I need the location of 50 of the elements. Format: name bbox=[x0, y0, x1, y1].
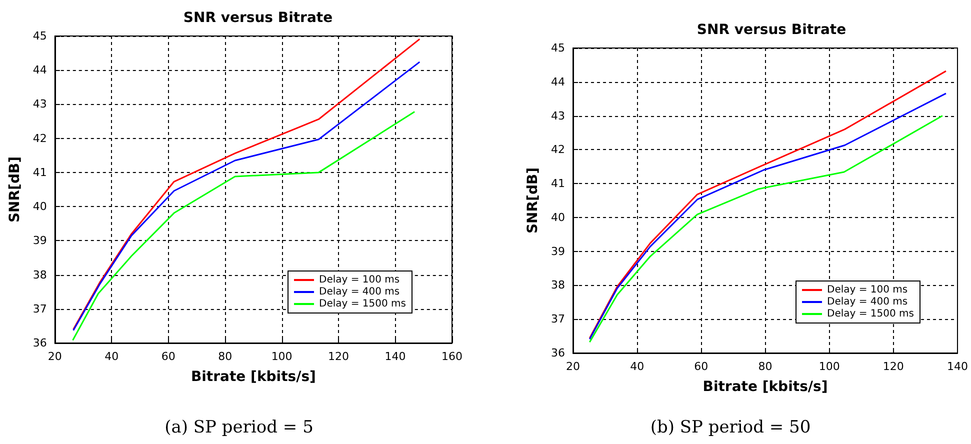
y-tick-label: 41 bbox=[32, 166, 47, 179]
y-tick-label: 39 bbox=[32, 234, 47, 248]
legend-label: Delay = 100 ms bbox=[319, 274, 400, 286]
y-tick-label: 40 bbox=[551, 210, 565, 224]
x-tick-label: 40 bbox=[630, 360, 644, 373]
y-tick-label: 43 bbox=[32, 98, 47, 111]
chart-title: SNR versus Bitrate bbox=[696, 22, 846, 38]
legend-label: Delay = 1500 ms bbox=[319, 298, 406, 310]
x-tick-label: 100 bbox=[818, 360, 840, 373]
y-tick-label: 38 bbox=[551, 278, 565, 292]
y-tick-label: 36 bbox=[551, 346, 565, 360]
x-tick-label: 20 bbox=[566, 360, 580, 373]
x-tick-label: 100 bbox=[271, 350, 292, 363]
legend-label: Delay = 400 ms bbox=[827, 296, 908, 308]
x-tick-label: 80 bbox=[218, 350, 232, 363]
y-tick-label: 37 bbox=[551, 312, 565, 326]
x-tick-label: 20 bbox=[48, 350, 62, 363]
y-tick-label: 44 bbox=[551, 75, 565, 88]
x-tick-label: 60 bbox=[694, 360, 708, 373]
x-tick-label: 120 bbox=[882, 360, 904, 373]
y-tick-label: 45 bbox=[32, 30, 47, 42]
chart-title: SNR versus Bitrate bbox=[183, 10, 333, 26]
text: (a) SP period = 5 bbox=[164, 418, 314, 438]
text: (b) SP period = 50 bbox=[650, 418, 811, 438]
y-tick-label: 41 bbox=[551, 177, 565, 190]
y-axis-title: SNR[dB] bbox=[525, 167, 542, 234]
y-tick-label: 45 bbox=[551, 42, 565, 54]
x-tick-label: 40 bbox=[104, 350, 119, 363]
y-tick-label: 40 bbox=[32, 200, 47, 214]
legend-label: Delay = 100 ms bbox=[827, 284, 908, 296]
x-tick-label: 140 bbox=[947, 360, 968, 373]
legend-label: Delay = 1500 ms bbox=[827, 308, 914, 320]
line-series bbox=[72, 110, 416, 342]
y-tick-label: 43 bbox=[551, 109, 565, 122]
x-axis-title: Bitrate [kbits/s] bbox=[702, 379, 828, 395]
x-tick-label: 120 bbox=[328, 350, 350, 363]
x-tick-label: 60 bbox=[161, 350, 176, 363]
y-tick-label: 39 bbox=[551, 244, 565, 258]
y-tick-label: 42 bbox=[551, 143, 565, 156]
x-tick-label: 160 bbox=[442, 350, 462, 363]
y-tick-label: 37 bbox=[32, 302, 47, 316]
y-tick-label: 38 bbox=[32, 268, 47, 282]
x-axis-title: Bitrate [kbits/s] bbox=[190, 369, 316, 385]
y-tick-label: 36 bbox=[32, 336, 47, 350]
y-tick-label: 44 bbox=[32, 64, 47, 77]
x-tick-label: 80 bbox=[758, 360, 772, 373]
y-axis-title: SNR[dB] bbox=[7, 156, 23, 223]
legend-label: Delay = 400 ms bbox=[319, 286, 400, 298]
x-tick-label: 140 bbox=[384, 350, 406, 363]
y-tick-label: 42 bbox=[32, 132, 47, 145]
